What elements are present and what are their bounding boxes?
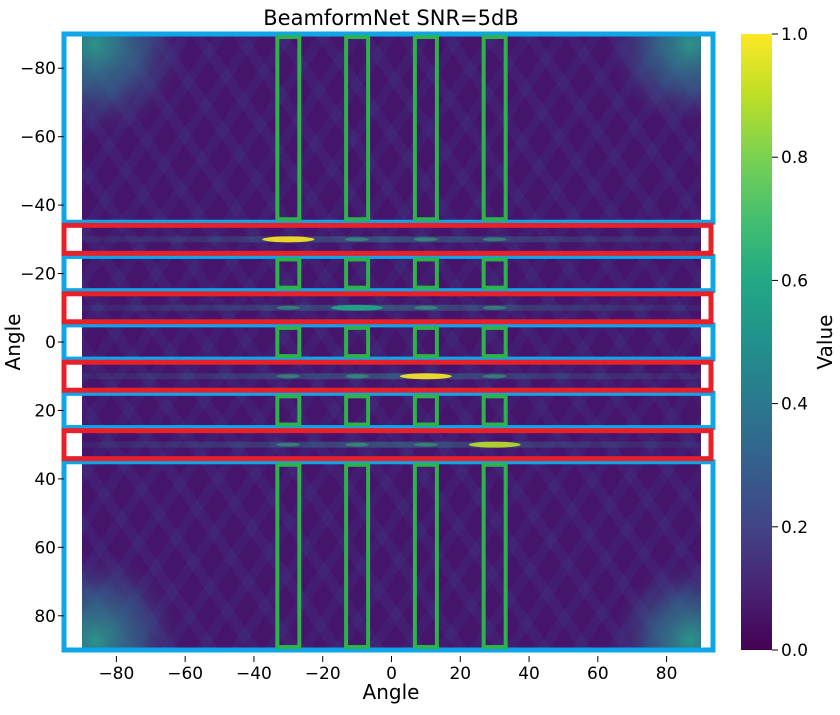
colorbar-ticks: 0.0 0.2 0.4 0.6 0.8 1.0 [772, 25, 808, 661]
sidelobe-spot [276, 374, 301, 379]
heatmap-plot-area [82, 34, 701, 650]
peak-row-band [82, 304, 701, 311]
peak-spot [262, 236, 315, 243]
red-peak-row-box [61, 222, 714, 256]
peak-spot [468, 441, 521, 448]
colorbar [741, 34, 772, 650]
corner-glow-top-right [605, 34, 701, 129]
colorbar-tick-label: 0.2 [781, 518, 808, 538]
red-peak-row-box [61, 291, 714, 325]
peak-rows [82, 236, 701, 448]
sidelobe-spot [482, 374, 507, 379]
green-column-box [275, 462, 302, 649]
corner-glow-bottom-left [82, 550, 185, 650]
y-tick-label: 80 [34, 607, 56, 627]
x-tick-label: 20 [449, 664, 471, 684]
green-column-box [412, 257, 439, 290]
red-peak-row-box [61, 359, 714, 393]
green-column-box [481, 394, 508, 427]
y-tick-label: −40 [20, 196, 56, 216]
green-column-box [481, 257, 508, 290]
y-tick-label: 60 [34, 538, 56, 558]
sidelobe-spot [413, 237, 438, 242]
sidelobe-spot [482, 237, 507, 242]
x-tick-label: −80 [98, 664, 134, 684]
y-axis-label: Angle [1, 314, 25, 371]
sidelobe-spot [482, 305, 507, 310]
blue-region-box [61, 459, 716, 653]
x-axis-ticks: −80 −60 −40 −20 0 20 40 60 80 [98, 656, 677, 684]
x-tick-label: 0 [386, 664, 397, 684]
y-tick-label: −60 [20, 128, 56, 148]
y-tick-label: 0 [45, 333, 56, 353]
green-column-box [344, 394, 371, 427]
sidelobe-spot [345, 442, 370, 447]
green-column-box [344, 257, 371, 290]
x-tick-label: −20 [305, 664, 341, 684]
green-column-box [481, 325, 508, 359]
green-column-box [275, 394, 302, 427]
green-column-box [344, 325, 371, 359]
peak-row-band [82, 373, 701, 380]
blue-region-box [61, 31, 716, 225]
x-tick-label: 80 [656, 664, 678, 684]
peak-spot [331, 304, 384, 311]
peak-row-band [82, 441, 701, 448]
green-column-box [481, 35, 508, 222]
green-column-box [412, 325, 439, 359]
green-column-box [481, 462, 508, 649]
x-tick-label: 60 [587, 664, 609, 684]
peak-row-band [82, 236, 701, 243]
heatmap-ripple-texture-2 [82, 34, 701, 650]
sidelobe-spot [413, 442, 438, 447]
sidelobe-spot [345, 374, 370, 379]
x-tick-label: 40 [518, 664, 540, 684]
green-column-box [412, 35, 439, 222]
corner-glow-top-left [82, 34, 190, 139]
y-axis-ticks: −80 −60 −40 −20 0 20 40 60 80 [20, 59, 64, 627]
green-column-box [344, 462, 371, 649]
colorbar-tick-label: 0.6 [781, 271, 808, 291]
sidelobe-spot [345, 237, 370, 242]
colorbar-tick-label: 0.4 [781, 395, 808, 415]
green-column-box [275, 257, 302, 290]
green-column-box [275, 35, 302, 222]
sidelobe-spot [413, 305, 438, 310]
chart-title: BeamformNet SNR=5dB [263, 6, 518, 30]
x-tick-label: −60 [167, 664, 203, 684]
red-peak-row-box [61, 428, 714, 462]
green-column-box [344, 35, 371, 222]
y-tick-label: −80 [20, 59, 56, 79]
colorbar-tick-label: 0.8 [781, 148, 808, 168]
corner-glow-bottom-right [610, 560, 701, 650]
green-column-box [275, 325, 302, 359]
y-tick-label: 40 [34, 470, 56, 490]
peak-spot [399, 373, 452, 380]
colorbar-label: Value [813, 315, 837, 370]
colorbar-tick-label: 1.0 [781, 25, 808, 45]
y-tick-label: −20 [20, 265, 56, 285]
sidelobe-spot [276, 305, 301, 310]
x-tick-label: −40 [236, 664, 272, 684]
green-column-box [412, 462, 439, 649]
y-tick-label: 20 [34, 401, 56, 421]
green-column-box [412, 394, 439, 427]
sidelobe-spot [276, 442, 301, 447]
x-axis-label: Angle [363, 680, 420, 704]
colorbar-tick-label: 0.0 [781, 641, 808, 661]
